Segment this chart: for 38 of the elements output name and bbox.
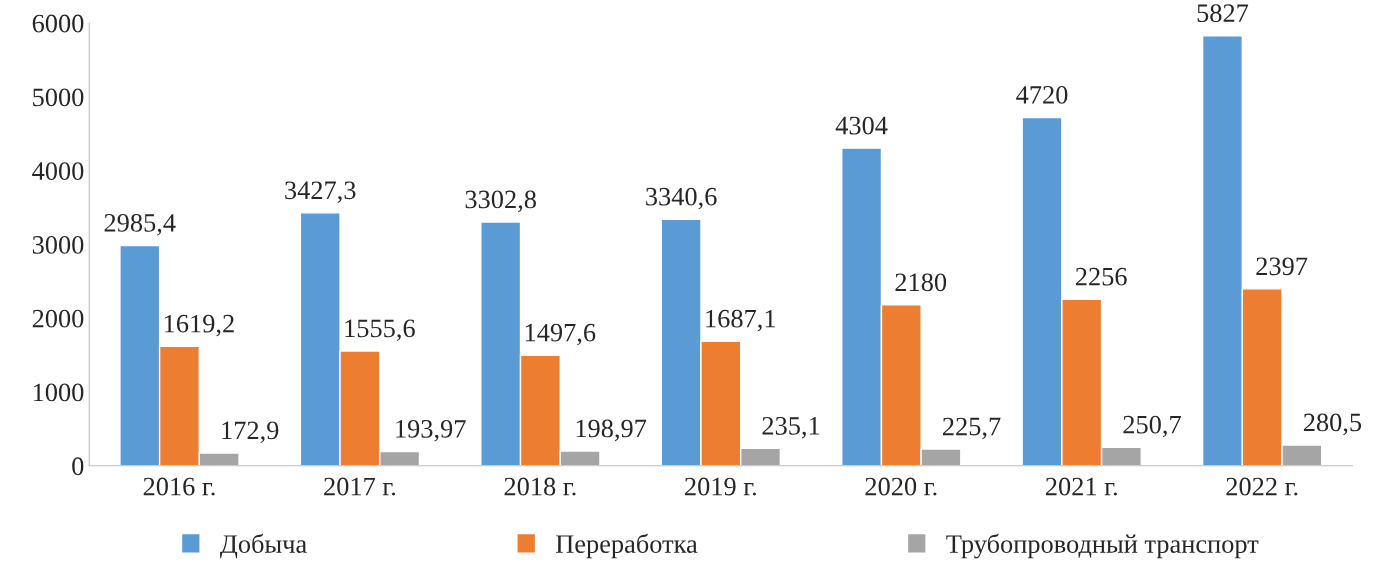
data-label: 250,7: [1123, 415, 1181, 438]
y-tick-label: 5000: [33, 88, 84, 107]
data-label: 1687,1: [706, 309, 775, 332]
x-tick-label: 2016 г.: [143, 477, 215, 496]
x-tick-label: 2018 г.: [504, 477, 576, 496]
data-label: 2985,4: [104, 213, 176, 236]
x-tick-label: 2019 г.: [685, 477, 756, 496]
y-tick-label: 3000: [32, 235, 84, 254]
x-tick-label: 2021 г.: [1045, 477, 1117, 496]
data-label: 4304: [835, 116, 888, 135]
data-label: 2256: [1075, 267, 1127, 286]
legend-label: Переработка: [556, 533, 698, 559]
data-label: 225,7: [943, 417, 1001, 440]
legend-label: Добыча: [220, 533, 307, 559]
data-label: 4720: [1016, 85, 1068, 104]
data-label: 172,9: [222, 421, 279, 444]
y-tick-label: 0: [72, 457, 84, 476]
data-label: 198,97: [576, 419, 647, 442]
data-label: 193,97: [396, 420, 466, 442]
data-label: 2397: [1256, 257, 1308, 276]
data-label: 3302,8: [465, 190, 536, 213]
y-tick-label: 6000: [32, 14, 84, 33]
data-label: 3340,6: [646, 187, 717, 210]
y-tick-label: 4000: [32, 162, 84, 180]
x-tick-label: 2017 г.: [324, 477, 396, 496]
data-label: 2180: [895, 273, 947, 292]
data-label: 1619,2: [164, 314, 234, 337]
y-tick-label: 2000: [32, 309, 84, 328]
data-label: 5827: [1197, 4, 1249, 23]
data-label: 1497,6: [525, 323, 596, 346]
x-tick-label: 2020 г.: [865, 477, 937, 496]
y-tick-label: 1000: [33, 383, 84, 402]
data-label: 235,1: [762, 416, 820, 439]
data-label: 3427,3: [285, 181, 356, 203]
legend-label: Трубопроводный транспорт: [946, 533, 1259, 559]
data-label: 280,5: [1303, 413, 1362, 436]
x-tick-label: 2022 г.: [1226, 477, 1298, 496]
data-label: 1555,6: [345, 319, 415, 342]
